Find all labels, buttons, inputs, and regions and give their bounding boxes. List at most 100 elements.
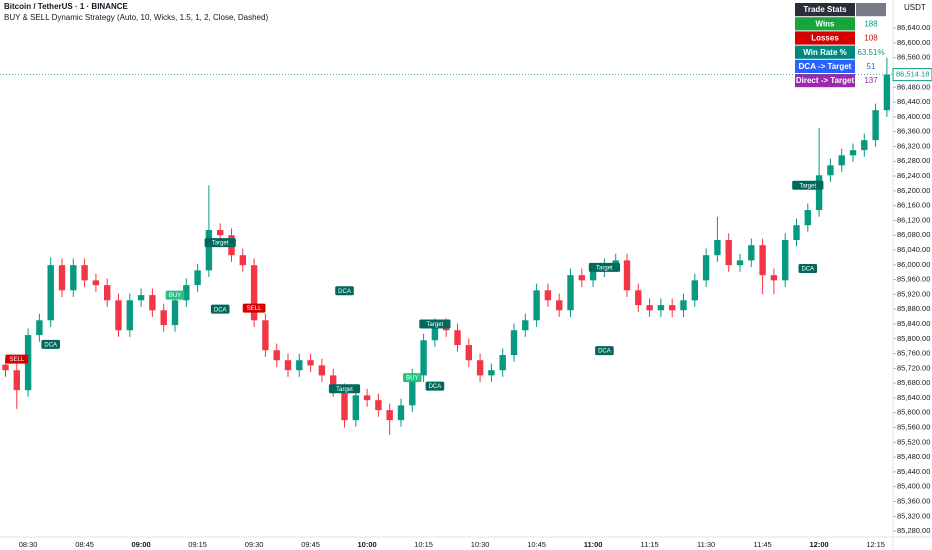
y-tick-label: 85,320.00 <box>897 511 930 520</box>
y-tick-label: 85,880.00 <box>897 304 930 313</box>
signal-label-box <box>588 262 620 272</box>
signal-label: BUY <box>406 376 418 382</box>
signal-label-box <box>5 354 29 364</box>
candle-body <box>804 210 811 226</box>
signal-label: DCA <box>44 342 57 348</box>
candle-body <box>126 300 133 331</box>
y-tick-label: 86,560.00 <box>897 53 930 62</box>
y-tick-label: 85,720.00 <box>897 363 930 372</box>
signal-label-box <box>798 264 818 273</box>
table-label: Losses <box>811 34 839 43</box>
candle-body <box>183 285 190 301</box>
table-label: Wins <box>815 19 835 28</box>
candle-body <box>872 110 879 141</box>
table-label: Direct -> Target <box>796 76 855 85</box>
candle-body <box>194 270 201 286</box>
candle-body <box>702 255 710 281</box>
candle-body <box>612 260 619 266</box>
candle-body <box>47 265 54 321</box>
candle-body <box>669 305 676 311</box>
candle-body <box>104 285 111 301</box>
signal-label-box <box>595 346 614 356</box>
signal-label-box <box>328 384 361 394</box>
table-label-cell <box>795 17 855 31</box>
y-tick-label: 85,560.00 <box>897 423 930 432</box>
signal-label: DCA <box>214 307 227 313</box>
y-tick-label: 86,280.00 <box>897 156 930 165</box>
y-tick-label: 85,840.00 <box>897 319 930 328</box>
trade-stats-table: Trade Stats Wins 188 Losses 108 Win Rate % 63.… <box>795 3 886 88</box>
table-label-cell <box>795 31 855 45</box>
table-header-cell <box>856 3 886 17</box>
table-label: DCA -> Target <box>799 62 852 71</box>
signal-label: DCA <box>338 289 351 295</box>
candle-body <box>533 290 540 321</box>
candle-body <box>171 300 179 326</box>
y-tick-label: 85,280.00 <box>897 526 930 535</box>
y-tick-label: 85,440.00 <box>897 467 930 476</box>
signal-label-box <box>419 319 451 329</box>
y-tick-label: 85,480.00 <box>897 452 930 461</box>
table-header: Trade Stats <box>803 5 847 14</box>
candle-body <box>861 140 868 151</box>
candle-body <box>273 350 280 361</box>
table-value: 137 <box>864 76 878 85</box>
x-tick-label: 11:15 <box>640 540 658 549</box>
candle-body <box>488 370 495 376</box>
y-tick-label: 85,400.00 <box>897 482 930 491</box>
candle-body <box>567 275 574 311</box>
y-tick-label: 86,200.00 <box>897 186 930 195</box>
candle-body <box>770 275 778 281</box>
candle-body <box>623 260 631 291</box>
axis-unit: USDT <box>904 3 926 12</box>
y-tick-label: 85,640.00 <box>897 393 930 402</box>
candle-body <box>307 360 314 366</box>
candle-body <box>217 230 224 236</box>
candle-body <box>386 410 393 421</box>
table-value: 63.51% <box>857 48 884 57</box>
y-tick-label: 85,520.00 <box>897 437 930 446</box>
table-value-cell <box>856 31 886 45</box>
candle-body <box>352 395 359 421</box>
last-price-box <box>892 68 932 82</box>
x-tick-label: 09:30 <box>245 540 264 549</box>
candle-body <box>522 320 529 331</box>
table-label-cell <box>795 59 855 73</box>
signal-label-box <box>335 286 354 296</box>
candle-body <box>262 320 269 351</box>
candle-body <box>420 340 427 376</box>
signal-label: SELL <box>9 357 24 363</box>
table-value: 108 <box>864 34 878 43</box>
signal-label: Target <box>799 183 816 189</box>
candle-body <box>375 400 382 411</box>
y-tick-label: 86,120.00 <box>897 215 930 224</box>
candle-body <box>578 275 585 281</box>
candle-body <box>13 370 20 391</box>
x-tick-label: 09:15 <box>188 540 207 549</box>
candle-body <box>149 295 156 311</box>
candle-body <box>499 355 506 371</box>
table-label-cell <box>795 74 855 88</box>
chart-title: Bitcoin / TetherUS · 1 · BINANCE <box>4 2 129 11</box>
candle-body <box>883 74 891 111</box>
candle-body <box>759 245 766 276</box>
y-tick-label: 85,760.00 <box>897 349 930 358</box>
candle-body <box>827 165 834 176</box>
candle-body <box>36 320 43 336</box>
signal-label: DCA <box>598 349 611 355</box>
candle-body <box>160 310 167 326</box>
candle-body <box>115 300 122 331</box>
y-tick-label: 85,600.00 <box>897 408 930 417</box>
candle-body <box>849 150 857 156</box>
candle-body <box>714 240 721 256</box>
y-tick-label: 86,640.00 <box>897 23 930 32</box>
last-price-label: 86,514.18 <box>896 70 929 79</box>
candle-body <box>70 265 77 291</box>
signal-label: Target <box>427 322 444 328</box>
table-value-cell <box>856 17 886 31</box>
x-tick-label: 11:45 <box>753 540 771 549</box>
signal-label: BUY <box>169 293 181 299</box>
x-tick-label: 08:45 <box>75 540 94 549</box>
y-tick-label: 86,160.00 <box>897 201 930 210</box>
